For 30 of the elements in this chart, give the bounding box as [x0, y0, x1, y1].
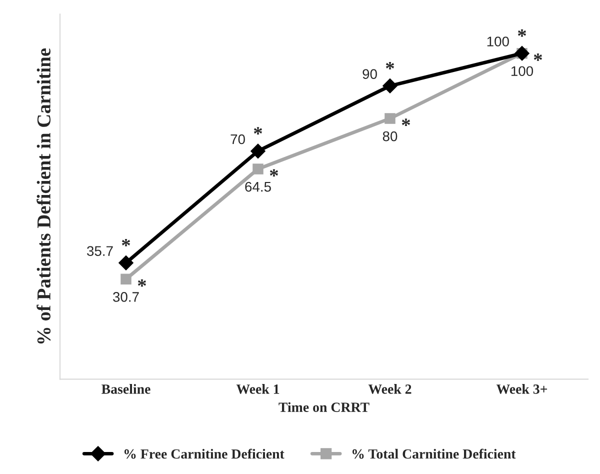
data-label: 100 — [487, 36, 509, 46]
x-tick-label: Baseline — [102, 384, 150, 394]
data-label: 70 — [230, 134, 245, 144]
legend-label: % Total Carnitine Deficient — [352, 448, 516, 459]
x-tick-label: Week 3+ — [496, 384, 548, 394]
annotation: * — [386, 62, 394, 70]
point — [120, 274, 132, 285]
annotation: * — [534, 54, 542, 61]
x-axis-title: Time on CRRT — [278, 402, 370, 412]
data-label: 35.7 — [87, 246, 113, 256]
annotation: * — [138, 279, 146, 287]
data-label: 100 — [511, 66, 534, 76]
x-tick-label: Week 1 — [236, 384, 280, 394]
data-label: 80 — [382, 131, 398, 142]
y-axis-title: % of Patients Deficient in Carnitine — [36, 48, 51, 344]
annotation: * — [518, 29, 526, 37]
annotation: * — [254, 127, 262, 135]
annotation: * — [270, 169, 278, 177]
point — [252, 164, 264, 174]
annotation: * — [122, 238, 130, 246]
annotation: * — [402, 118, 410, 126]
point — [118, 255, 134, 270]
data-label: 90 — [362, 69, 377, 79]
point — [250, 144, 266, 158]
x-tick-label: Week 2 — [368, 384, 412, 394]
data-label: 30.7 — [113, 292, 139, 302]
point — [382, 78, 398, 94]
data-label: 64.5 — [245, 182, 271, 192]
legend-label: % Free Carnitine Deficient — [124, 448, 284, 459]
point — [384, 113, 396, 124]
